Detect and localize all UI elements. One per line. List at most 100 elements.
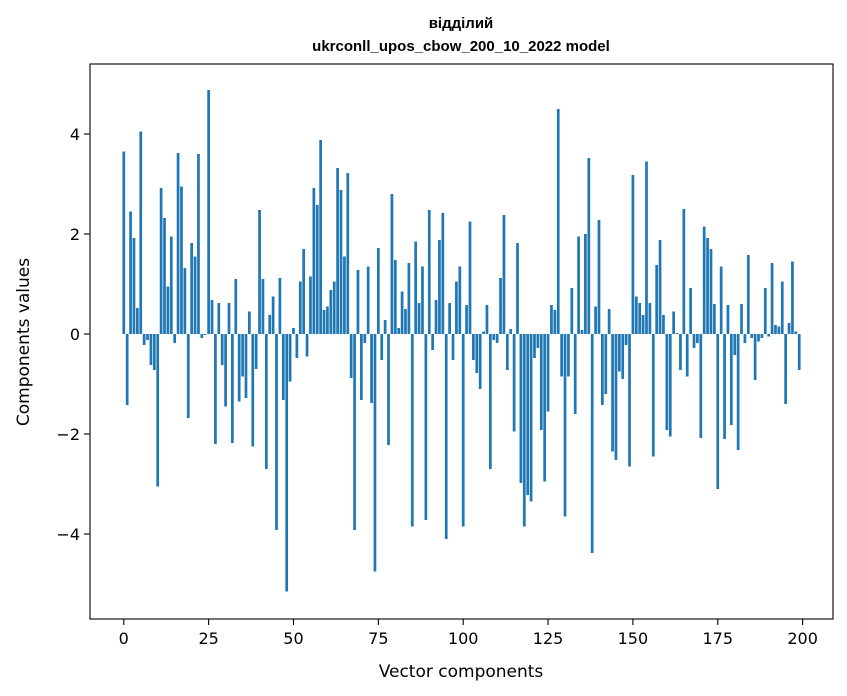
- bar-107: [485, 305, 489, 334]
- bar-57: [315, 205, 319, 334]
- bar-56: [312, 188, 316, 334]
- bar-30: [224, 334, 227, 407]
- bar-171: [702, 226, 706, 334]
- bar-158: [658, 240, 662, 334]
- bar-81: [397, 328, 401, 334]
- bar-142: [604, 334, 608, 394]
- bar-34: [237, 334, 241, 402]
- bar-63: [336, 168, 339, 334]
- plot-frame: [89, 63, 834, 620]
- bar-7: [146, 334, 149, 340]
- bars-group: [122, 90, 801, 592]
- bar-104: [475, 334, 479, 373]
- bar-78: [387, 334, 390, 445]
- bar-69: [356, 270, 360, 334]
- bar-149: [628, 334, 631, 467]
- y-axis-label: Components values: [14, 258, 34, 426]
- bar-20: [190, 243, 194, 334]
- bar-131: [567, 334, 570, 377]
- y-tick-label-0: 0: [70, 325, 80, 344]
- bar-54: [305, 334, 309, 357]
- bar-198: [794, 331, 798, 334]
- bar-71: [363, 334, 367, 343]
- bar-156: [651, 334, 655, 457]
- chart-title-line-2: ukrconll_upos_cbow_200_10_2022 model: [312, 38, 610, 55]
- x-tick-label-50: 50: [283, 629, 303, 648]
- bar-94: [441, 213, 445, 334]
- bar-74: [373, 334, 377, 572]
- bar-13: [166, 286, 170, 334]
- bar-169: [696, 334, 699, 343]
- bar-9: [152, 334, 156, 370]
- x-tick-label-25: 25: [198, 629, 218, 648]
- bar-62: [332, 281, 336, 334]
- bar-36: [244, 334, 248, 398]
- bar-121: [533, 334, 536, 358]
- bar-106: [482, 331, 485, 334]
- bar-95: [444, 334, 448, 539]
- bar-157: [655, 265, 659, 334]
- bar-124: [543, 334, 547, 482]
- bar-140: [597, 220, 601, 334]
- bar-93: [438, 240, 441, 334]
- bar-138: [590, 334, 594, 553]
- bar-73: [370, 334, 373, 403]
- bar-165: [682, 209, 686, 334]
- bar-177: [723, 334, 726, 439]
- bar-47: [281, 334, 285, 400]
- bar-28: [217, 303, 221, 334]
- bar-64: [339, 190, 343, 334]
- bar-77: [383, 320, 387, 334]
- bar-88: [421, 266, 424, 334]
- bar-150: [631, 175, 635, 334]
- bar-35: [241, 334, 244, 377]
- bar-175: [716, 334, 720, 489]
- bar-40: [258, 210, 261, 334]
- bar-4: [135, 308, 139, 334]
- x-tick-label-125: 125: [533, 629, 564, 648]
- bar-152: [638, 303, 642, 334]
- bar-178: [726, 305, 730, 334]
- bar-109: [492, 334, 496, 340]
- x-axis-ticks: 0 25 50 75 100 125 150 175 200: [119, 619, 818, 648]
- bar-168: [692, 334, 696, 348]
- bar-26: [210, 300, 214, 334]
- bar-192: [774, 325, 777, 334]
- bar-174: [713, 304, 716, 334]
- bar-130: [563, 334, 567, 517]
- bar-191: [770, 263, 774, 334]
- x-tick-label-100: 100: [448, 629, 479, 648]
- x-axis-label: Vector components: [379, 662, 544, 682]
- bar-108: [488, 334, 492, 469]
- bar-6: [142, 334, 146, 345]
- bar-37: [248, 311, 251, 334]
- bar-1: [125, 334, 129, 405]
- bar-151: [634, 296, 638, 334]
- bar-44: [271, 296, 275, 334]
- bar-164: [679, 334, 682, 370]
- bar-197: [791, 261, 794, 334]
- x-tick-label-75: 75: [368, 629, 388, 648]
- bar-110: [495, 334, 499, 343]
- y-tick-label--2: −2: [56, 425, 80, 444]
- bar-176: [719, 266, 723, 334]
- bar-43: [268, 315, 272, 334]
- bar-129: [560, 334, 563, 377]
- bar-46: [278, 278, 282, 334]
- bar-45: [275, 334, 278, 530]
- bar-32: [231, 334, 234, 443]
- bar-100: [461, 334, 465, 527]
- bar-98: [455, 281, 458, 334]
- bar-112: [502, 215, 506, 334]
- bar-14: [169, 236, 173, 334]
- bar-189: [763, 288, 767, 334]
- bar-60: [326, 306, 329, 334]
- bar-153: [641, 315, 645, 334]
- bar-133: [573, 334, 577, 414]
- bar-148: [624, 334, 628, 345]
- bar-99: [458, 266, 462, 334]
- bar-91: [431, 334, 435, 350]
- bar-114: [509, 329, 513, 334]
- bar-162: [672, 311, 675, 334]
